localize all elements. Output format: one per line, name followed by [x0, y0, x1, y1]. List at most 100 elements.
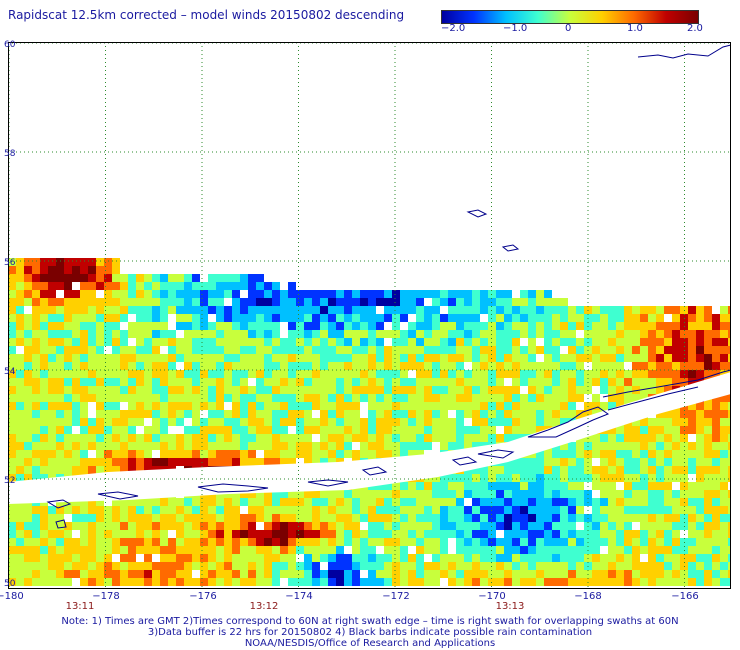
swath-cell: [272, 322, 280, 330]
swath-cell: [616, 506, 624, 514]
swath-cell: [336, 410, 344, 418]
swath-cell: [224, 314, 232, 322]
swath-cell: [664, 346, 672, 354]
swath-cell: [504, 538, 512, 546]
swath-cell: [208, 546, 216, 554]
swath-cell: [24, 578, 32, 586]
swath-cell: [392, 402, 400, 410]
swath-cell: [96, 458, 104, 466]
swath-cell: [72, 410, 80, 418]
swath-cell: [544, 458, 552, 466]
swath-cell: [416, 514, 424, 522]
swath-cell: [512, 410, 520, 418]
swath-cell: [552, 298, 560, 306]
swath-cell: [720, 306, 728, 314]
swath-cell: [576, 354, 584, 362]
swath-cell: [416, 482, 424, 490]
swath-cell: [696, 442, 704, 450]
swath-cell: [312, 570, 320, 578]
swath-cell: [384, 554, 392, 562]
swath-cell: [272, 578, 280, 586]
swath-cell: [392, 298, 400, 306]
swath-cell: [128, 426, 136, 434]
swath-cell: [232, 402, 240, 410]
swath-cell: [360, 450, 368, 458]
swath-cell: [480, 354, 488, 362]
swath-cell: [456, 378, 464, 386]
swath-cell: [616, 306, 624, 314]
swath-cell: [576, 306, 584, 314]
swath-cell: [344, 514, 352, 522]
swath-cell: [600, 386, 608, 394]
swath-cell: [664, 322, 672, 330]
swath-cell: [336, 522, 344, 530]
swath-cell: [664, 474, 672, 482]
swath-cell: [32, 290, 40, 298]
swath-cell: [152, 282, 160, 290]
swath-cell: [8, 410, 16, 418]
swath-cell: [424, 402, 432, 410]
swath-cell: [728, 362, 731, 370]
swath-cell: [600, 458, 608, 466]
swath-cell: [640, 306, 648, 314]
swath-cell: [232, 394, 240, 402]
swath-cell: [536, 482, 544, 490]
swath-cell: [144, 330, 152, 338]
swath-cell: [312, 362, 320, 370]
swath-cell: [168, 386, 176, 394]
swath-cell: [168, 546, 176, 554]
swath-cell: [544, 362, 552, 370]
swath-cell: [672, 466, 680, 474]
swath-cell: [200, 554, 208, 562]
swath-cell: [56, 298, 64, 306]
swath-cell: [672, 306, 680, 314]
swath-cell: [152, 346, 160, 354]
swath-cell: [296, 298, 304, 306]
swath-cell: [8, 458, 16, 466]
swath-cell: [624, 330, 632, 338]
swath-cell: [728, 354, 731, 362]
swath-cell: [656, 362, 664, 370]
swath-cell: [336, 538, 344, 546]
swath-cell: [272, 554, 280, 562]
swath-cell: [192, 442, 200, 450]
swath-cell: [160, 330, 168, 338]
swath-cell: [432, 474, 440, 482]
swath-cell: [128, 522, 136, 530]
swath-cell: [456, 298, 464, 306]
swath-cell: [32, 266, 40, 274]
swath-cell: [288, 330, 296, 338]
swath-cell: [608, 370, 616, 378]
swath-cell: [264, 434, 272, 442]
swath-cell: [280, 298, 288, 306]
swath-cell: [496, 506, 504, 514]
swath-cell: [688, 554, 696, 562]
swath-cell: [72, 338, 80, 346]
swath-cell: [544, 498, 552, 506]
swath-cell: [400, 482, 408, 490]
swath-cell: [104, 426, 112, 434]
swath-cell: [272, 314, 280, 322]
swath-cell: [104, 394, 112, 402]
swath-cell: [568, 546, 576, 554]
swath-cell: [640, 506, 648, 514]
swath-cell: [424, 394, 432, 402]
swath-cell: [480, 562, 488, 570]
swath-cell: [176, 290, 184, 298]
swath-cell: [432, 362, 440, 370]
swath-cell: [192, 426, 200, 434]
swath-cell: [184, 514, 192, 522]
swath-cell: [48, 418, 56, 426]
swath-cell: [664, 338, 672, 346]
swath-cell: [480, 546, 488, 554]
swath-cell: [280, 418, 288, 426]
swath-cell: [288, 514, 296, 522]
swath-cell: [136, 410, 144, 418]
swath-cell: [640, 538, 648, 546]
wind-difference-map: [8, 42, 731, 589]
swath-cell: [160, 298, 168, 306]
swath-cell: [696, 538, 704, 546]
swath-cell: [704, 418, 712, 426]
swath-cell: [632, 506, 640, 514]
swath-cell: [160, 274, 168, 282]
